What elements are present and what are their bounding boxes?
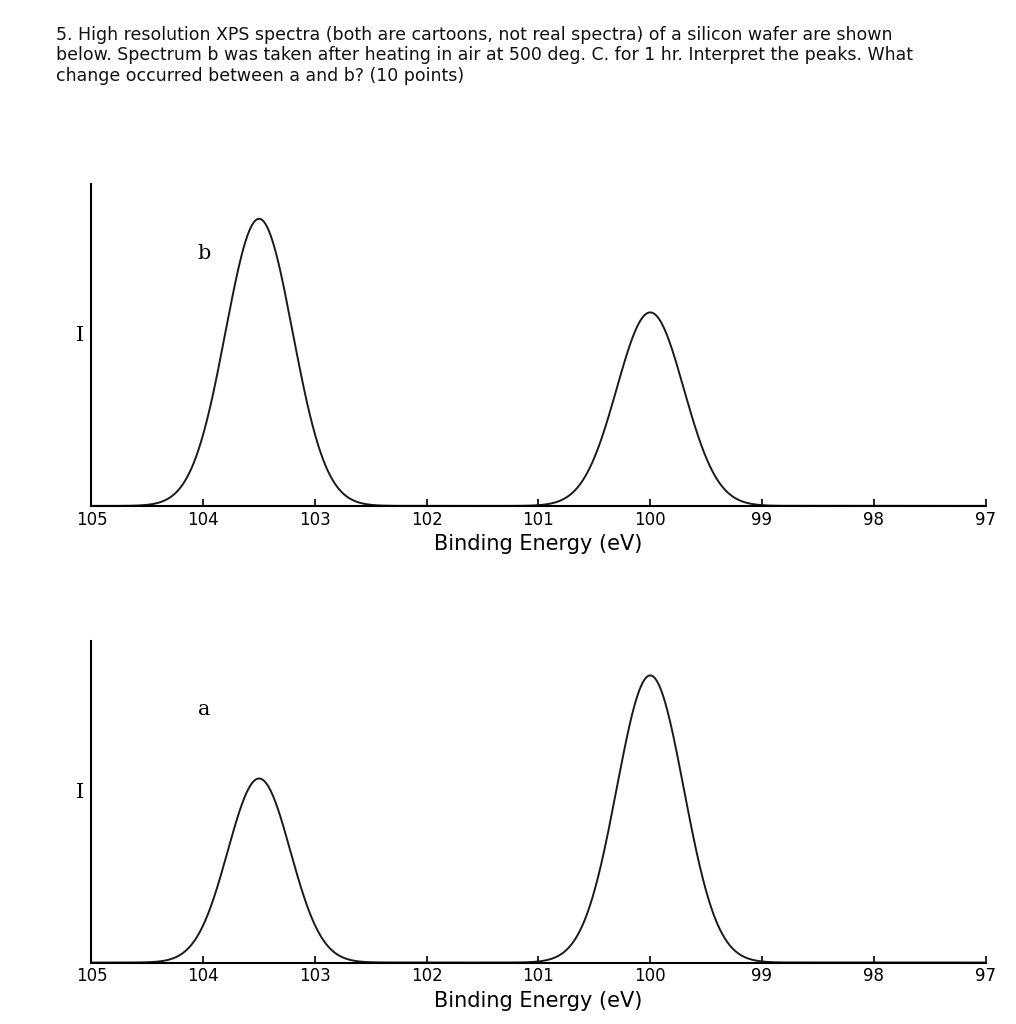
X-axis label: Binding Energy (eV): Binding Energy (eV)	[434, 535, 643, 554]
Text: b: b	[198, 244, 211, 263]
Text: 5. High resolution XPS spectra (both are cartoons, not real spectra) of a silico: 5. High resolution XPS spectra (both are…	[56, 26, 913, 85]
Text: a: a	[198, 700, 210, 720]
Y-axis label: I: I	[76, 326, 84, 345]
X-axis label: Binding Energy (eV): Binding Energy (eV)	[434, 991, 643, 1011]
Y-axis label: I: I	[76, 782, 84, 802]
